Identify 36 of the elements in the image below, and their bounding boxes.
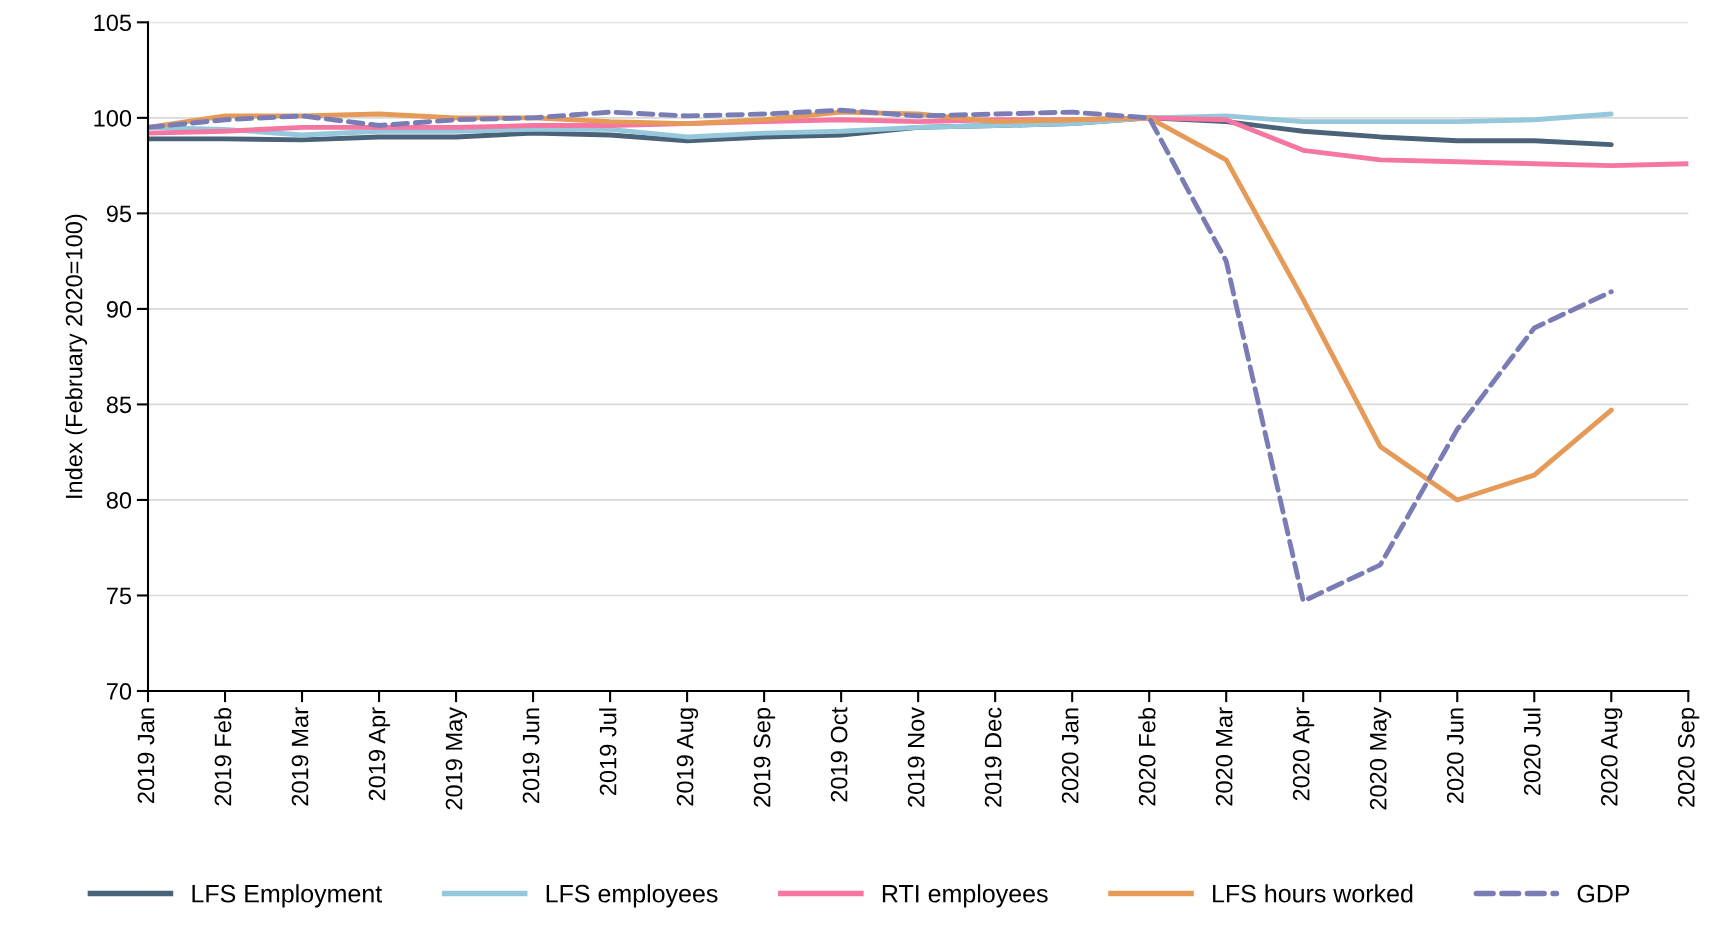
y-tick-label: 90 — [106, 300, 132, 318]
legend-label: RTI employees — [882, 884, 1048, 908]
y-tick-label: 85 — [106, 396, 132, 414]
y-tick-label: 105 — [94, 14, 132, 32]
x-tick-label: 2019 Apr — [368, 707, 391, 801]
y-axis-title: Index (February 2020=100) — [65, 214, 88, 498]
x-tick-label: 2020 Apr — [1292, 707, 1315, 801]
x-tick-label: 2019 May — [445, 707, 468, 810]
line-series — [148, 107, 1614, 604]
x-tick-label: 2019 Feb — [214, 707, 232, 806]
y-tick-label: 80 — [106, 492, 132, 509]
x-tick-label: 2019 Oct — [830, 707, 848, 802]
x-tick-label: 2019 Jun — [522, 708, 540, 803]
x-tick-label: 2020 Aug — [1600, 708, 1623, 806]
x-tick-label: 2020 Jun — [1446, 708, 1464, 803]
x-tick-label: 2020 Jan — [1061, 708, 1079, 803]
x-tick-label: 2019 Nov — [907, 707, 925, 807]
legend-label: LFS hours worked — [1213, 884, 1413, 903]
x-tick-label: 2020 Sep — [1677, 707, 1700, 807]
x-tick-label: 2020 Jul — [1523, 708, 1541, 796]
x-tick-label: 2019 Sep — [753, 707, 776, 807]
x-tick-label: 2020 Mar — [1215, 707, 1233, 806]
y-tick-label: 95 — [106, 205, 132, 223]
x-tick-label: 2020 Feb — [1138, 707, 1156, 806]
y-tick-label: 100 — [94, 109, 132, 127]
y-tick-label: 75 — [106, 587, 132, 605]
legend-label: LFS employees — [546, 884, 718, 908]
x-tick-label: 2019 Mar — [291, 707, 309, 806]
x-tick-label: 2019 Jan — [137, 708, 155, 803]
legend-label: LFS Employment — [192, 884, 382, 908]
x-tick-label: 2020 May — [1369, 707, 1392, 810]
x-tick-label: 2019 Aug — [676, 708, 699, 806]
x-tick-label: 2019 Jul — [599, 708, 617, 796]
y-tick-label: 70 — [106, 683, 132, 700]
legend-label: GDP — [1577, 884, 1630, 903]
x-tick-label: 2019 Dec — [984, 707, 1002, 807]
